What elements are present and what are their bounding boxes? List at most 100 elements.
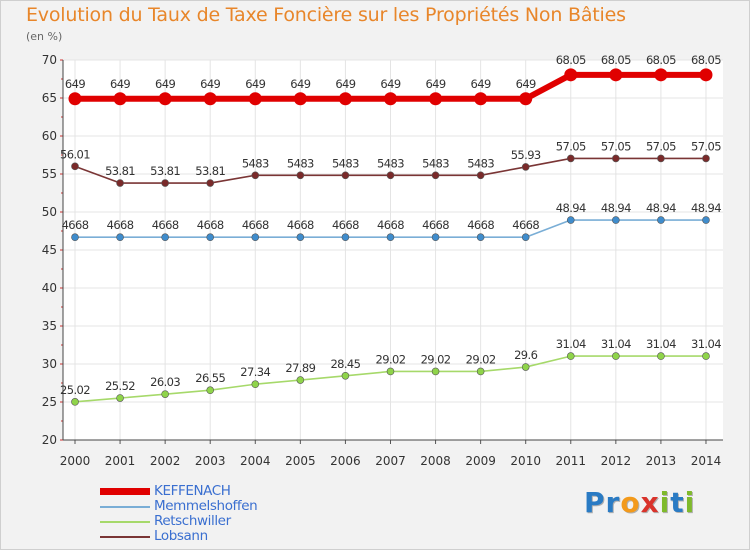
data-point-lobsann [521, 163, 530, 171]
data-label-memmelshoffen: 4668 [62, 218, 89, 232]
data-point-lobsann [566, 154, 575, 163]
x-tick-label: 2008 [420, 454, 451, 468]
data-label-retschwiller: 25.02 [60, 383, 90, 397]
x-tick-label: 2000 [60, 454, 91, 468]
data-label-lobsann: 5483 [377, 156, 404, 170]
x-tick-label: 2005 [285, 454, 316, 468]
data-point-retschwiller [116, 394, 124, 402]
data-label-keffenach: 649 [380, 77, 400, 91]
x-tick-label: 2001 [105, 454, 136, 468]
data-label-lobsann: 5483 [242, 156, 269, 170]
data-point-retschwiller [161, 390, 169, 398]
y-tick-label: 55 [42, 167, 57, 181]
data-label-lobsann: 57.05 [556, 139, 586, 153]
data-label-memmelshoffen: 4668 [512, 218, 539, 232]
legend-swatch [100, 521, 150, 523]
data-label-keffenach: 649 [290, 77, 310, 91]
data-point-lobsann [206, 179, 215, 187]
y-tick-label: 70 [42, 53, 57, 67]
x-tick-label: 2012 [601, 454, 632, 468]
data-point-memmelshoffen [251, 233, 260, 242]
x-tick-label: 2004 [240, 454, 271, 468]
y-tick-label: 40 [42, 281, 57, 295]
logo-letter: P [584, 486, 606, 519]
y-axis-unit: (en %) [26, 30, 63, 43]
data-label-memmelshoffen: 4668 [377, 218, 404, 232]
logo-letter: t [670, 486, 685, 519]
data-point-memmelshoffen [71, 233, 79, 242]
data-point-lobsann [71, 162, 79, 171]
data-label-keffenach: 649 [110, 77, 130, 91]
data-label-retschwiller: 29.02 [376, 352, 406, 366]
proxiti-logo: Proxiti [584, 486, 695, 519]
data-point-retschwiller [657, 352, 665, 360]
data-point-retschwiller [702, 352, 710, 360]
data-point-memmelshoffen [657, 216, 665, 224]
data-label-lobsann: 5483 [287, 156, 314, 170]
x-tick-label: 2013 [646, 454, 677, 468]
data-point-lobsann [386, 171, 395, 180]
y-tick-label: 65 [42, 91, 57, 105]
data-point-memmelshoffen [431, 233, 440, 242]
logo-letter: i [659, 486, 671, 519]
data-point-memmelshoffen [702, 216, 710, 224]
data-label-lobsann: 57.05 [601, 139, 631, 153]
data-label-keffenach: 649 [200, 77, 220, 91]
data-label-lobsann: 53.81 [105, 164, 135, 178]
data-point-keffenach [248, 92, 262, 106]
data-point-memmelshoffen [386, 233, 395, 242]
data-point-retschwiller [566, 352, 575, 360]
x-tick-label: 2011 [555, 454, 586, 468]
data-label-retschwiller: 27.34 [240, 365, 270, 379]
data-point-keffenach [203, 92, 217, 106]
data-point-memmelshoffen [341, 233, 350, 242]
y-tick-label: 25 [42, 395, 57, 409]
x-tick-label: 2003 [195, 454, 226, 468]
data-point-retschwiller [71, 398, 79, 406]
data-point-memmelshoffen [206, 233, 215, 242]
data-label-lobsann: 53.81 [150, 164, 180, 178]
data-point-retschwiller [612, 352, 620, 360]
data-point-keffenach [429, 92, 443, 106]
y-tick-label: 30 [42, 357, 57, 371]
y-tick-label: 20 [42, 433, 57, 447]
data-label-retschwiller: 31.04 [601, 337, 631, 351]
data-label-memmelshoffen: 48.94 [601, 201, 631, 215]
data-point-lobsann [431, 171, 440, 180]
data-label-keffenach: 649 [471, 77, 491, 91]
data-point-keffenach [519, 92, 533, 106]
data-label-lobsann: 53.81 [195, 164, 225, 178]
data-point-retschwiller [386, 367, 395, 376]
data-label-keffenach: 68.05 [691, 53, 721, 67]
data-label-keffenach: 68.05 [556, 53, 586, 67]
legend-label: KEFFENACH [154, 483, 231, 499]
data-point-memmelshoffen [612, 216, 620, 224]
data-label-lobsann: 56.01 [60, 147, 90, 161]
x-tick-label: 2006 [330, 454, 361, 468]
data-label-lobsann: 57.05 [691, 139, 721, 153]
logo-letter: x [640, 486, 660, 519]
data-label-retschwiller: 28.45 [330, 357, 360, 371]
data-label-keffenach: 68.05 [601, 53, 631, 67]
y-tick-label: 45 [42, 243, 57, 257]
data-label-retschwiller: 31.04 [556, 337, 586, 351]
data-point-memmelshoffen [566, 216, 575, 224]
legend-label: Retschwiller [154, 513, 231, 529]
data-point-retschwiller [521, 363, 530, 371]
data-point-lobsann [251, 171, 260, 180]
data-label-retschwiller: 31.04 [691, 337, 721, 351]
y-tick-label: 60 [42, 129, 57, 143]
data-label-retschwiller: 31.04 [646, 337, 676, 351]
data-label-lobsann: 5483 [467, 156, 494, 170]
y-tick-label: 35 [42, 319, 57, 333]
data-point-lobsann [161, 179, 169, 187]
data-label-lobsann: 57.05 [646, 139, 676, 153]
data-label-retschwiller: 26.03 [150, 375, 180, 389]
logo-letter: o [620, 486, 641, 519]
data-label-memmelshoffen: 4668 [242, 218, 269, 232]
data-label-retschwiller: 26.55 [195, 371, 225, 385]
y-tick-label: 50 [42, 205, 57, 219]
logo-letter: r [605, 486, 621, 519]
data-point-lobsann [296, 171, 305, 180]
data-label-memmelshoffen: 4668 [287, 218, 314, 232]
